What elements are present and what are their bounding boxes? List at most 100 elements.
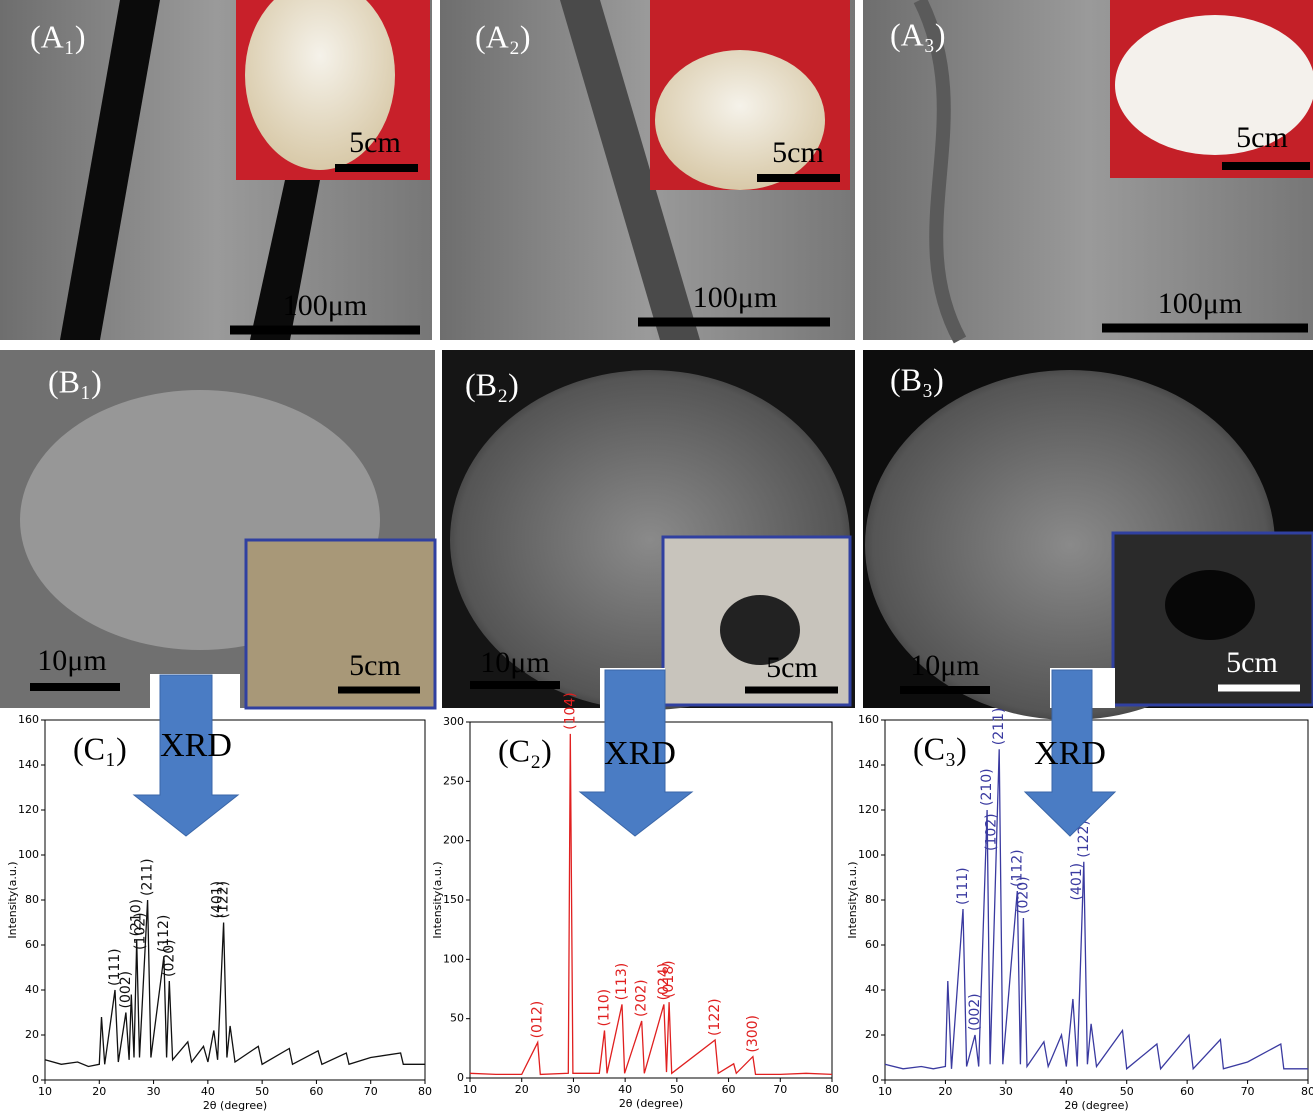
x-tick-label: 60 bbox=[309, 1085, 323, 1098]
xrd-chart: 02040608010012014016010203040506070802θ … bbox=[6, 713, 432, 1112]
x-axis-label: 2θ (degree) bbox=[1064, 1099, 1128, 1112]
y-tick-label: 80 bbox=[865, 893, 879, 906]
y-tick-label: 300 bbox=[443, 715, 464, 728]
x-tick-label: 30 bbox=[999, 1085, 1013, 1098]
y-axis-label: Intensity(a.u.) bbox=[846, 861, 859, 938]
peak-label: (211) bbox=[991, 708, 1007, 746]
arrow-label: XRD bbox=[160, 727, 232, 764]
peak-label: (401) bbox=[1069, 863, 1085, 901]
x-tick-label: 50 bbox=[1120, 1085, 1134, 1098]
peak-label: (102) bbox=[983, 813, 999, 851]
y-tick-label: 60 bbox=[865, 938, 879, 951]
x-tick-label: 10 bbox=[38, 1085, 52, 1098]
peak-label: (300) bbox=[745, 1015, 761, 1053]
peak-label: (210) bbox=[979, 768, 995, 806]
peak-label: (012) bbox=[530, 1001, 546, 1039]
y-tick-label: 140 bbox=[858, 758, 879, 771]
y-tick-label: 20 bbox=[25, 1028, 39, 1041]
panel-label: (A₃) bbox=[890, 16, 946, 52]
scale-label: 100μm bbox=[1158, 287, 1242, 320]
arrow-label: XRD bbox=[604, 735, 676, 772]
x-tick-label: 30 bbox=[566, 1083, 580, 1096]
y-tick-label: 80 bbox=[25, 893, 39, 906]
inset-scale-label: 5cm bbox=[766, 651, 818, 684]
x-axis-label: 2θ (degree) bbox=[203, 1099, 267, 1112]
inset-scale-label: 5cm bbox=[772, 136, 824, 169]
inset-scale-label: 5cm bbox=[1236, 121, 1288, 154]
y-tick-label: 100 bbox=[18, 848, 39, 861]
x-tick-label: 10 bbox=[878, 1085, 892, 1098]
x-tick-label: 50 bbox=[670, 1083, 684, 1096]
panel-label: (A₂) bbox=[475, 18, 531, 54]
panel-label: (B₁) bbox=[48, 363, 102, 399]
xrd-line bbox=[45, 900, 425, 1067]
x-tick-label: 20 bbox=[515, 1083, 529, 1096]
peak-label: (111) bbox=[955, 867, 971, 905]
y-tick-label: 20 bbox=[865, 1028, 879, 1041]
peak-label: (020) bbox=[1015, 876, 1031, 914]
x-tick-label: 60 bbox=[722, 1083, 736, 1096]
arrow-label: XRD bbox=[1034, 735, 1106, 772]
y-tick-label: 200 bbox=[443, 834, 464, 847]
scale-label: 10μm bbox=[910, 649, 979, 682]
peak-label: (122) bbox=[216, 881, 232, 919]
y-tick-label: 250 bbox=[443, 774, 464, 787]
row-a bbox=[0, 0, 1313, 340]
row-b bbox=[0, 350, 1313, 720]
figure: (A₁) 5cm 100μm (A₂) 5cm 100μm (A₃) 5cm 1… bbox=[0, 0, 1313, 1118]
x-tick-label: 80 bbox=[418, 1085, 432, 1098]
x-tick-label: 20 bbox=[938, 1085, 952, 1098]
x-tick-label: 70 bbox=[1241, 1085, 1255, 1098]
inset-scale-label: 5cm bbox=[1226, 646, 1278, 679]
panel-label: (B₃) bbox=[890, 361, 944, 397]
y-tick-label: 120 bbox=[18, 803, 39, 816]
chart-title: (C₂) bbox=[498, 732, 552, 768]
x-tick-label: 40 bbox=[201, 1085, 215, 1098]
chart-title: (C₁) bbox=[73, 730, 127, 766]
x-tick-label: 80 bbox=[1301, 1085, 1313, 1098]
y-tick-label: 150 bbox=[443, 893, 464, 906]
y-tick-label: 60 bbox=[25, 938, 39, 951]
y-tick-label: 50 bbox=[450, 1012, 464, 1025]
peak-label: (002) bbox=[118, 971, 134, 1009]
panel-label: (A₁) bbox=[30, 18, 86, 54]
x-tick-label: 70 bbox=[364, 1085, 378, 1098]
x-tick-label: 40 bbox=[1059, 1085, 1073, 1098]
scale-label: 10μm bbox=[480, 646, 549, 679]
x-tick-label: 60 bbox=[1180, 1085, 1194, 1098]
panel-label: (B₂) bbox=[465, 366, 519, 402]
y-tick-label: 40 bbox=[865, 983, 879, 996]
peak-label: (110) bbox=[596, 989, 612, 1027]
peak-label: (202) bbox=[634, 979, 650, 1017]
y-tick-label: 120 bbox=[858, 803, 879, 816]
y-axis-label: Intensity(a.u.) bbox=[6, 861, 19, 938]
y-axis-label: Intensity(a.u.) bbox=[431, 861, 444, 938]
x-tick-label: 70 bbox=[773, 1083, 787, 1096]
inset-scale-label: 5cm bbox=[349, 126, 401, 159]
x-tick-label: 20 bbox=[92, 1085, 106, 1098]
peak-label: (122) bbox=[707, 998, 723, 1036]
peak-label: (002) bbox=[967, 993, 983, 1031]
y-tick-label: 40 bbox=[25, 983, 39, 996]
peak-label: (020) bbox=[161, 939, 177, 977]
chart-title: (C₃) bbox=[913, 730, 967, 766]
y-tick-label: 100 bbox=[443, 952, 464, 965]
inset-hole bbox=[1165, 570, 1255, 640]
y-tick-label: 160 bbox=[858, 713, 879, 726]
inset-fiber bbox=[655, 50, 825, 190]
x-tick-label: 30 bbox=[147, 1085, 161, 1098]
scale-label: 100μm bbox=[693, 281, 777, 314]
x-tick-label: 10 bbox=[463, 1083, 477, 1096]
y-tick-label: 140 bbox=[18, 758, 39, 771]
peak-label: (018) bbox=[661, 960, 677, 998]
plot-frame bbox=[885, 720, 1308, 1080]
x-axis-label: 2θ (degree) bbox=[619, 1097, 683, 1110]
scale-label: 10μm bbox=[37, 644, 106, 677]
peak-label: (211) bbox=[140, 858, 156, 896]
scale-label: 100μm bbox=[283, 289, 367, 322]
inset-scale-label: 5cm bbox=[349, 649, 401, 682]
peak-label: (102) bbox=[133, 912, 149, 950]
x-tick-label: 80 bbox=[825, 1083, 839, 1096]
x-tick-label: 40 bbox=[618, 1083, 632, 1096]
peak-label: (113) bbox=[614, 963, 630, 1001]
